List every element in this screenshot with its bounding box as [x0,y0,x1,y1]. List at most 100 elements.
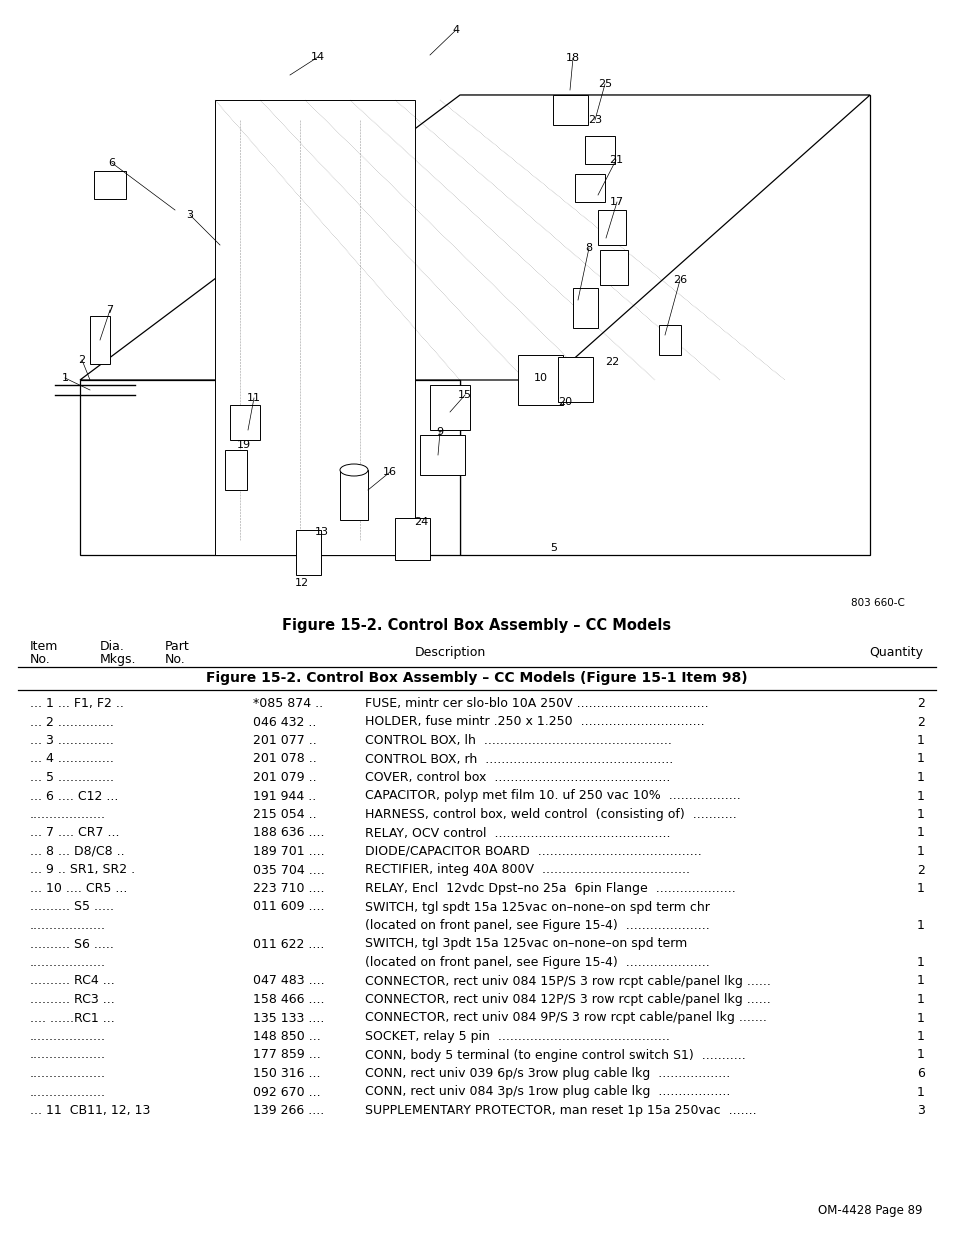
Text: CAPACITOR, polyp met film 10. uf 250 vac 10%  ..................: CAPACITOR, polyp met film 10. uf 250 vac… [365,789,740,803]
Text: 4: 4 [452,25,459,35]
Text: ... 8 ... D8/C8 ..: ... 8 ... D8/C8 .. [30,845,125,858]
Bar [339,471,368,520]
Bar [94,170,126,199]
Text: 1: 1 [916,974,924,988]
Text: 3: 3 [186,210,193,220]
Text: Figure 15-2. Control Box Assembly – CC Models: Figure 15-2. Control Box Assembly – CC M… [282,618,671,634]
Text: 135 133 ....: 135 133 .... [253,1011,324,1025]
Text: Item: Item [30,640,58,653]
Text: Mkgs.: Mkgs. [100,653,136,666]
Text: 9: 9 [436,427,443,437]
Bar [230,405,260,440]
Text: COVER, control box  ............................................: COVER, control box .....................… [365,771,670,784]
Bar [225,450,247,490]
Text: 18: 18 [565,53,579,63]
Text: Part: Part [165,640,190,653]
Text: .......... RC4 ...: .......... RC4 ... [30,974,114,988]
Text: 1: 1 [916,826,924,840]
Text: CONNECTOR, rect univ 084 15P/S 3 row rcpt cable/panel lkg ......: CONNECTOR, rect univ 084 15P/S 3 row rcp… [365,974,770,988]
Text: RELAY, OCV control  ............................................: RELAY, OCV control .....................… [365,826,670,840]
Text: .......... S5 .....: .......... S5 ..... [30,900,113,914]
Text: 12: 12 [294,578,309,588]
Bar [598,210,625,245]
Text: Description: Description [414,646,485,659]
Text: ...................: ................... [30,808,106,821]
Text: *085 874 ..: *085 874 .. [253,697,323,710]
Text: 23: 23 [587,115,601,125]
Text: 1: 1 [916,845,924,858]
Bar [553,95,587,125]
Text: DIODE/CAPACITOR BOARD  .........................................: DIODE/CAPACITOR BOARD ..................… [365,845,701,858]
Text: ... 4 ..............: ... 4 .............. [30,752,113,766]
Text: Dia.: Dia. [100,640,125,653]
Text: .......... RC3 ...: .......... RC3 ... [30,993,114,1007]
Text: 1: 1 [916,1049,924,1062]
Text: 1: 1 [916,1011,924,1025]
Bar [430,385,470,430]
Text: 223 710 ....: 223 710 .... [253,882,324,895]
Text: 10: 10 [534,373,547,383]
Text: 1: 1 [916,919,924,932]
Text: 092 670 ...: 092 670 ... [253,1086,320,1098]
Text: ...................: ................... [30,1067,106,1079]
Text: 11: 11 [247,393,261,403]
Text: ... 3 ..............: ... 3 .............. [30,734,113,747]
Text: 035 704 ....: 035 704 .... [253,863,324,877]
Text: 158 466 ....: 158 466 .... [253,993,324,1007]
Text: 201 078 ..: 201 078 .. [253,752,316,766]
Text: SUPPLEMENTARY PROTECTOR, man reset 1p 15a 250vac  .......: SUPPLEMENTARY PROTECTOR, man reset 1p 15… [365,1104,756,1116]
Text: CONNECTOR, rect univ 084 9P/S 3 row rcpt cable/panel lkg .......: CONNECTOR, rect univ 084 9P/S 3 row rcpt… [365,1011,766,1025]
Text: 803 660-C: 803 660-C [850,598,904,608]
Text: 1: 1 [916,771,924,784]
Text: 1: 1 [916,956,924,969]
Text: (located on front panel, see Figure 15-4)  .....................: (located on front panel, see Figure 15-4… [365,919,709,932]
Text: ... 2 ..............: ... 2 .............. [30,715,113,729]
Text: ... 9 .. SR1, SR2 .: ... 9 .. SR1, SR2 . [30,863,135,877]
Text: Quantity: Quantity [868,646,923,659]
Text: 5: 5 [550,543,557,553]
Text: .... ......RC1 ...: .... ......RC1 ... [30,1011,114,1025]
Text: OM-4428 Page 89: OM-4428 Page 89 [818,1204,923,1216]
Bar [295,530,320,576]
Text: ...................: ................... [30,919,106,932]
Text: 189 701 ....: 189 701 .... [253,845,324,858]
Text: 177 859 ...: 177 859 ... [253,1049,320,1062]
Text: 3: 3 [916,1104,924,1116]
Text: 047 483 ....: 047 483 .... [253,974,324,988]
Polygon shape [80,95,869,380]
Text: 21: 21 [608,156,622,165]
Text: 011 609 ....: 011 609 .... [253,900,324,914]
Text: SWITCH, tgl 3pdt 15a 125vac on–none–on spd term: SWITCH, tgl 3pdt 15a 125vac on–none–on s… [365,937,686,951]
Text: CONTROL BOX, rh  ...............................................: CONTROL BOX, rh ........................… [365,752,673,766]
Text: No.: No. [30,653,51,666]
Text: FUSE, mintr cer slo-blo 10A 250V .................................: FUSE, mintr cer slo-blo 10A 250V .......… [365,697,708,710]
Text: 2: 2 [916,863,924,877]
Text: 2: 2 [78,354,86,366]
Text: 25: 25 [598,79,612,89]
Text: ...................: ................... [30,1086,106,1098]
Text: 20: 20 [558,396,572,408]
Bar [659,325,680,354]
Text: 16: 16 [382,467,396,477]
Text: 188 636 ....: 188 636 .... [253,826,324,840]
Text: 1: 1 [61,373,69,383]
Text: 215 054 ..: 215 054 .. [253,808,316,821]
Text: 1: 1 [916,752,924,766]
Bar [575,174,604,203]
Text: .......... S6 .....: .......... S6 ..... [30,937,113,951]
Polygon shape [214,100,415,555]
Bar [419,435,464,475]
Text: CONNECTOR, rect univ 084 12P/S 3 row rcpt cable/panel lkg ......: CONNECTOR, rect univ 084 12P/S 3 row rcp… [365,993,770,1007]
Text: 14: 14 [311,52,325,62]
Text: (located on front panel, see Figure 15-4)  .....................: (located on front panel, see Figure 15-4… [365,956,709,969]
Ellipse shape [339,464,368,475]
Text: 7: 7 [107,305,113,315]
Text: RECTIFIER, integ 40A 800V  .....................................: RECTIFIER, integ 40A 800V ..............… [365,863,689,877]
Text: 1: 1 [916,1086,924,1098]
Bar [558,357,593,403]
Polygon shape [459,95,869,555]
Text: ...................: ................... [30,956,106,969]
Text: ... 1 ... F1, F2 ..: ... 1 ... F1, F2 .. [30,697,124,710]
Text: 26: 26 [672,275,686,285]
Bar [599,249,627,285]
